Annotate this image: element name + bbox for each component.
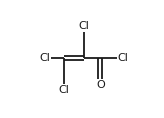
Text: Cl: Cl	[40, 53, 50, 63]
Text: Cl: Cl	[59, 85, 70, 95]
Text: Cl: Cl	[118, 53, 129, 63]
Text: O: O	[96, 80, 105, 90]
Text: Cl: Cl	[79, 21, 90, 31]
